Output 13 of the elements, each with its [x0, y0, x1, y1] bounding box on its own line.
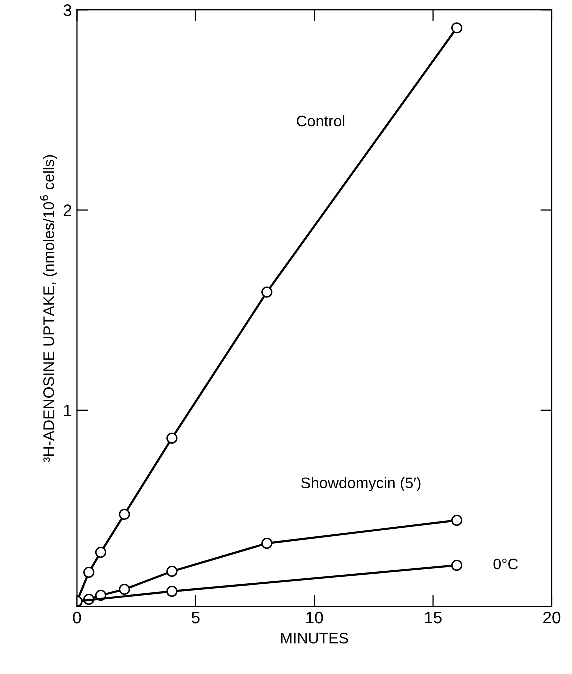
y-axis-title: ³H-ADENOSINE UPTAKE, (nmoles/10$^{6}$ cells)	[40, 155, 58, 462]
x-tick-label: 5	[192, 612, 200, 624]
y-tick-label: 1	[64, 405, 72, 416]
x-tick-label: 15	[425, 612, 442, 624]
x-tick-label: 10	[306, 612, 324, 624]
y-tick-label: 3	[64, 4, 72, 16]
x-axis-title: MINUTES	[281, 632, 348, 644]
text: Control	[297, 115, 345, 127]
y-tick-label: 2	[64, 204, 72, 216]
text: Showdomycin (5′)	[301, 477, 421, 492]
x-tick-label: 20	[544, 612, 561, 624]
x-tick-label: 0	[73, 612, 82, 624]
text: 0°C	[494, 558, 518, 570]
